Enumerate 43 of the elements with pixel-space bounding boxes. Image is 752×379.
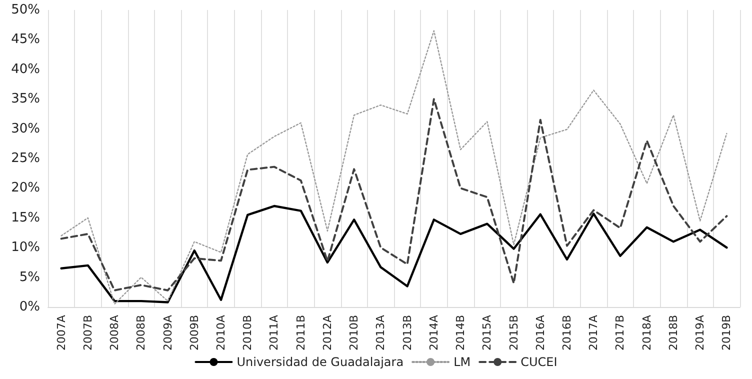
x-tick-label: 2011A <box>268 314 281 351</box>
x-tick-label: 2014B <box>454 315 468 351</box>
x-tick-label: 2013A <box>374 314 388 351</box>
x-tick-label: 2012A <box>320 314 334 351</box>
x-tick-label: 2010B <box>241 315 254 351</box>
line-series <box>60 98 728 292</box>
x-tick-label: 2018B <box>666 315 680 351</box>
x-tick-label: 2015A <box>480 314 494 351</box>
x-tick-label: 2018A <box>640 314 654 351</box>
x-tick-label: 2009B <box>188 315 201 351</box>
y-tick-label: 30% <box>11 121 40 136</box>
x-tick-label: 2017B <box>614 315 627 351</box>
x-tick-label: 2019A <box>694 314 707 351</box>
x-tick-label: 2016B <box>560 315 574 351</box>
x-tick-label: 2014A <box>427 314 440 351</box>
x-tick-label: 2007B <box>81 315 94 351</box>
x-tick-label: 2008B <box>134 315 148 351</box>
x-tick-label: 2010B <box>348 315 361 351</box>
x-tick-label: 2016A <box>534 314 547 351</box>
legend-label: CUCEI <box>520 355 558 369</box>
x-tick-label: 2008A <box>108 314 122 351</box>
y-tick-label: 35% <box>11 92 40 107</box>
x-tick-label: 2019B <box>720 315 734 351</box>
y-tick-label: 15% <box>11 210 40 226</box>
y-tick-label: 20% <box>11 180 40 196</box>
y-tick-label: 50% <box>11 2 40 18</box>
line-series <box>60 204 728 304</box>
line-series <box>60 30 728 305</box>
y-tick-label: 45% <box>11 32 40 48</box>
y-tick-label: 25% <box>11 151 40 166</box>
y-tick-label: 5% <box>19 270 40 285</box>
legend-label: LM <box>454 355 471 369</box>
x-tick-label: 2007A <box>54 314 68 351</box>
x-tick-label: 2017A <box>587 314 600 351</box>
y-tick-label: 10% <box>11 240 40 256</box>
x-tick-label: 2009A <box>161 314 174 351</box>
x-tick-label: 2015B <box>507 315 520 351</box>
x-tick-label: 2011B <box>294 315 308 351</box>
y-tick-label: 0% <box>19 300 40 314</box>
y-tick-label: 40% <box>11 62 40 77</box>
x-tick-label: 2010A <box>214 314 228 351</box>
x-tick-label: 2013B <box>400 315 414 351</box>
legend-label: Universidad de Guadalajara <box>236 355 404 369</box>
